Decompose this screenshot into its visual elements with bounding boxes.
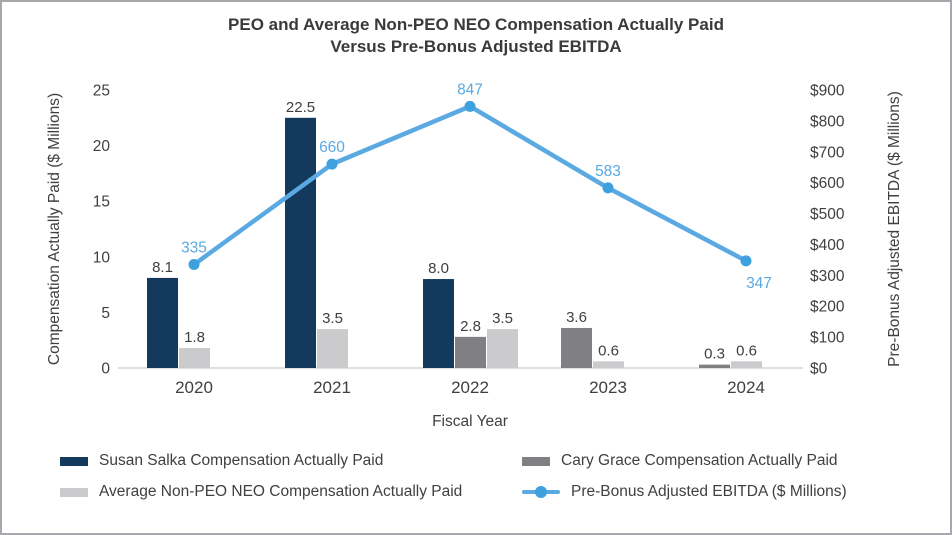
bar-value-label: 3.5 — [492, 310, 513, 327]
right-axis-tick: $500 — [810, 206, 845, 223]
bar-2022 — [455, 336, 486, 368]
right-axis-tick: $900 — [810, 83, 845, 100]
left-axis-tick: 10 — [93, 249, 111, 266]
bar-2024 — [731, 361, 762, 368]
line-value-label: 347 — [746, 275, 772, 292]
bar-value-label: 2.8 — [460, 318, 481, 335]
bar-value-label: 22.5 — [286, 99, 315, 116]
right-axis-tick: $200 — [810, 299, 845, 316]
susan-salka-swatch — [60, 456, 88, 466]
bar-value-label: 3.5 — [322, 310, 343, 327]
line-value-label: 660 — [319, 139, 345, 156]
bar-2021 — [285, 117, 316, 368]
ebitda-point-2020 — [188, 259, 200, 271]
right-axis-tick: $0 — [810, 361, 828, 378]
bar-value-label: 8.1 — [152, 259, 173, 276]
bar-2022 — [423, 279, 454, 368]
line-value-label: 335 — [181, 240, 207, 257]
bar-value-label: 0.3 — [704, 346, 725, 363]
legend-label-susan-salka: Susan Salka Compensation Actually Paid — [99, 452, 384, 469]
left-axis-tick: 5 — [101, 305, 110, 322]
legend-item-cary-grace: Cary Grace Compensation Actually Paid — [522, 452, 920, 470]
bar-2023 — [561, 327, 592, 368]
ebitda-line-marker-icon — [522, 486, 560, 498]
bar-value-label: 0.6 — [736, 342, 757, 359]
x-tick-label: 2020 — [175, 378, 213, 397]
left-axis-tick: 0 — [101, 361, 110, 378]
ebitda-point-2023 — [602, 182, 614, 194]
line-value-label: 847 — [457, 81, 483, 98]
legend-label-avg-non-peo: Average Non-PEO NEO Compensation Actuall… — [99, 483, 463, 500]
right-axis-tick: $800 — [810, 113, 845, 130]
ebitda-point-2024 — [740, 255, 752, 267]
left-axis-tick: 25 — [93, 83, 110, 100]
left-axis-tick: 15 — [93, 194, 110, 211]
legend-item-susan-salka: Susan Salka Compensation Actually Paid — [60, 452, 512, 470]
x-tick-label: 2022 — [451, 378, 489, 397]
legend-item-avg-non-peo: Average Non-PEO NEO Compensation Actuall… — [60, 483, 512, 501]
right-axis-tick: $600 — [810, 175, 845, 192]
bar-2020 — [179, 347, 210, 368]
ebitda-dot-swatch — [535, 486, 547, 498]
avg-non-peo-swatch — [60, 487, 88, 497]
bar-value-label: 3.6 — [566, 309, 587, 326]
right-axis-tick: $700 — [810, 144, 845, 161]
right-axis-tick: $300 — [810, 268, 845, 285]
left-axis-title: Compensation Actually Paid ($ Millions) — [46, 93, 63, 365]
x-tick-label: 2023 — [589, 378, 627, 397]
legend-item-ebitda: Pre-Bonus Adjusted EBITDA ($ Millions) — [522, 483, 920, 501]
chart-title-line2: Versus Pre-Bonus Adjusted EBITDA — [330, 37, 622, 57]
bar-2021 — [317, 329, 348, 368]
legend-label-cary-grace: Cary Grace Compensation Actually Paid — [561, 452, 838, 469]
bar-2024 — [699, 364, 730, 368]
chart-title: PEO and Average Non-PEO NEO Compensation… — [2, 14, 950, 58]
ebitda-point-2022 — [464, 100, 476, 112]
ebitda-point-2021 — [326, 158, 338, 170]
bar-2022 — [487, 329, 518, 368]
line-value-label: 583 — [595, 163, 621, 180]
right-axis-tick: $100 — [810, 330, 845, 347]
bar-value-label: 0.6 — [598, 342, 619, 359]
chart-title-line1: PEO and Average Non-PEO NEO Compensation… — [228, 15, 724, 34]
bar-2023 — [593, 361, 624, 368]
x-axis-title: Fiscal Year — [432, 413, 508, 430]
bar-value-label: 1.8 — [184, 329, 205, 346]
left-axis-tick: 20 — [93, 138, 111, 155]
chart-legend: Susan Salka Compensation Actually Paid C… — [60, 452, 920, 501]
bar-value-label: 8.0 — [428, 260, 449, 277]
ebitda-line — [191, 104, 749, 267]
x-tick-label: 2021 — [313, 378, 351, 397]
right-axis-tick: $400 — [810, 237, 845, 254]
bar-2020 — [147, 277, 178, 368]
legend-label-ebitda: Pre-Bonus Adjusted EBITDA ($ Millions) — [571, 483, 847, 500]
cary-grace-swatch — [522, 456, 550, 466]
x-tick-label: 2024 — [727, 378, 765, 397]
right-axis-title: Pre-Bonus Adjusted EBITDA ($ Millions) — [886, 91, 903, 367]
